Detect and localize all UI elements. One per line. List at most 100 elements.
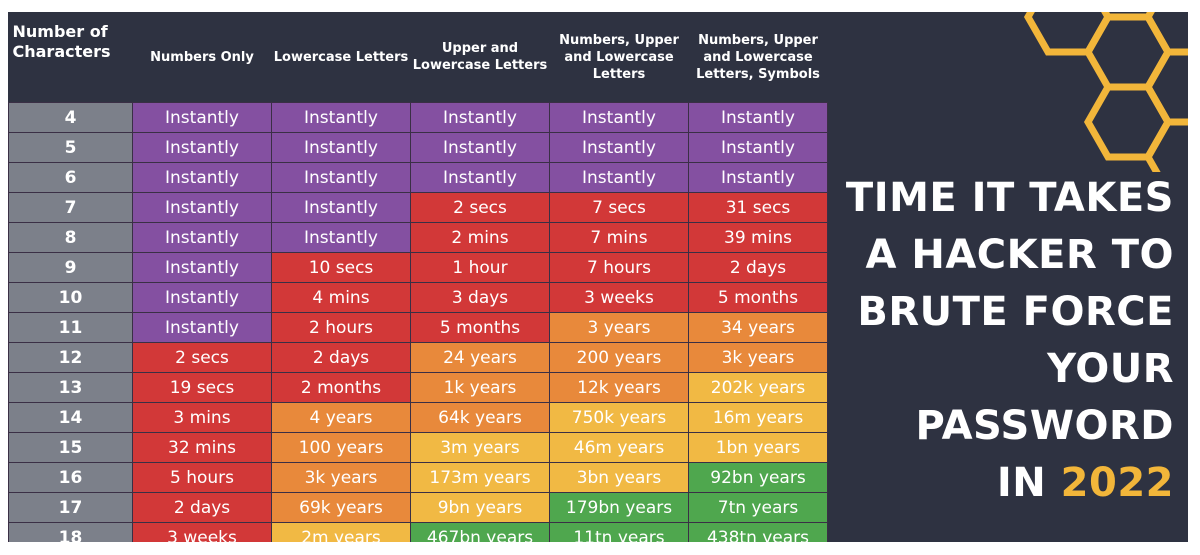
time-cell: 3 weeks bbox=[132, 522, 272, 542]
title-line: BRUTE FORCE bbox=[857, 289, 1174, 335]
title-line: A HACKER TO bbox=[865, 232, 1174, 278]
time-cell: 7 secs bbox=[549, 192, 689, 223]
time-cell: 173m years bbox=[410, 462, 550, 493]
time-cell: 3 days bbox=[410, 282, 550, 313]
column-header: Lowercase Letters bbox=[273, 49, 409, 65]
time-cell: 12k years bbox=[549, 372, 689, 403]
time-cell: Instantly bbox=[132, 102, 272, 133]
table-row: 11 Instantly 2 hours 5 months 3 years 34 year… bbox=[8, 312, 828, 343]
time-cell: 2 hours bbox=[271, 312, 411, 343]
time-cell: 11tn years bbox=[549, 522, 689, 542]
title-line: IN 2022 bbox=[846, 455, 1174, 512]
row-character-count: 7 bbox=[8, 192, 133, 223]
time-cell: 10 secs bbox=[271, 252, 411, 283]
table-row: 10 Instantly 4 mins 3 days 3 weeks 5 months bbox=[8, 282, 828, 313]
table-row: 6 Instantly Instantly Instantly Instantly Ins… bbox=[8, 162, 828, 193]
time-cell: Instantly bbox=[132, 252, 272, 283]
time-cell: 9bn years bbox=[410, 492, 550, 523]
brute-force-table: Number of Characters Numbers Only Lowerc… bbox=[8, 12, 828, 542]
time-cell: 2m years bbox=[271, 522, 411, 542]
time-cell: Instantly bbox=[132, 312, 272, 343]
time-cell: 19 secs bbox=[132, 372, 272, 403]
time-cell: Instantly bbox=[132, 192, 272, 223]
table-row: 7 Instantly Instantly 2 secs 7 secs 31 secs bbox=[8, 192, 828, 223]
row-character-count: 18 bbox=[8, 522, 133, 542]
time-cell: 100 years bbox=[271, 432, 411, 463]
time-cell: 3 mins bbox=[132, 402, 272, 433]
time-cell: 2 secs bbox=[132, 342, 272, 373]
time-cell: Instantly bbox=[132, 282, 272, 313]
time-cell: 64k years bbox=[410, 402, 550, 433]
time-cell: Instantly bbox=[549, 102, 689, 133]
table-row: 14 3 mins 4 years 64k years 750k years 16m ye… bbox=[8, 402, 828, 433]
time-cell: 7tn years bbox=[688, 492, 828, 523]
time-cell: 46m years bbox=[549, 432, 689, 463]
time-cell: 24 years bbox=[410, 342, 550, 373]
column-header: Numbers Only bbox=[150, 49, 254, 65]
title-line: YOUR bbox=[1047, 346, 1174, 392]
row-character-count: 5 bbox=[8, 132, 133, 163]
time-cell: Instantly bbox=[271, 222, 411, 253]
row-character-count: 14 bbox=[8, 402, 133, 433]
time-cell: 2 days bbox=[271, 342, 411, 373]
time-cell: 32 mins bbox=[132, 432, 272, 463]
time-cell: 31 secs bbox=[688, 192, 828, 223]
time-cell: Instantly bbox=[688, 132, 828, 163]
time-cell: 4 years bbox=[271, 402, 411, 433]
table-row: 5 Instantly Instantly Instantly Instantly Ins… bbox=[8, 132, 828, 163]
time-cell: 3k years bbox=[271, 462, 411, 493]
time-cell: 438tn years bbox=[688, 522, 828, 542]
time-cell: Instantly bbox=[271, 102, 411, 133]
time-cell: 2 days bbox=[688, 252, 828, 283]
time-cell: 467bn years bbox=[410, 522, 550, 542]
time-cell: 2 mins bbox=[410, 222, 550, 253]
time-cell: 2 secs bbox=[410, 192, 550, 223]
time-cell: 92bn years bbox=[688, 462, 828, 493]
row-character-count: 12 bbox=[8, 342, 133, 373]
title-line: TIME IT TAKES bbox=[845, 175, 1174, 221]
row-character-count: 11 bbox=[8, 312, 133, 343]
time-cell: Instantly bbox=[132, 162, 272, 193]
row-character-count: 13 bbox=[8, 372, 133, 403]
time-cell: 3 years bbox=[549, 312, 689, 343]
row-character-count: 10 bbox=[8, 282, 133, 313]
time-cell: 5 months bbox=[688, 282, 828, 313]
time-cell: Instantly bbox=[271, 192, 411, 223]
title-prefix: IN bbox=[996, 460, 1061, 506]
row-character-count: 15 bbox=[8, 432, 133, 463]
time-cell: 5 months bbox=[410, 312, 550, 343]
infographic: Number of Characters Numbers Only Lowerc… bbox=[8, 12, 1188, 542]
time-cell: Instantly bbox=[132, 222, 272, 253]
time-cell: 16m years bbox=[688, 402, 828, 433]
column-header: Numbers, Upper and Lowercase Letters bbox=[559, 32, 679, 82]
time-cell: 3k years bbox=[688, 342, 828, 373]
time-cell: Instantly bbox=[549, 162, 689, 193]
column-header: Upper and Lowercase Letters bbox=[412, 41, 548, 73]
row-character-count: 4 bbox=[8, 102, 133, 133]
table-row: 15 32 mins 100 years 3m years 46m years 1bn y… bbox=[8, 432, 828, 463]
title-year: 2022 bbox=[1060, 460, 1174, 506]
time-cell: 179bn years bbox=[549, 492, 689, 523]
table-row: 18 3 weeks 2m years 467bn years 11tn years 43… bbox=[8, 522, 828, 542]
time-cell: 200 years bbox=[549, 342, 689, 373]
time-cell: 2 months bbox=[271, 372, 411, 403]
column-header-characters: Number of Characters bbox=[12, 22, 111, 61]
time-cell: Instantly bbox=[132, 132, 272, 163]
time-cell: 39 mins bbox=[688, 222, 828, 253]
row-character-count: 6 bbox=[8, 162, 133, 193]
row-character-count: 9 bbox=[8, 252, 133, 283]
row-character-count: 16 bbox=[8, 462, 133, 493]
table-row: 12 2 secs 2 days 24 years 200 years 3k years bbox=[8, 342, 828, 373]
time-cell: 7 hours bbox=[549, 252, 689, 283]
time-cell: 69k years bbox=[271, 492, 411, 523]
time-cell: 202k years bbox=[688, 372, 828, 403]
time-cell: 1 hour bbox=[410, 252, 550, 283]
row-character-count: 8 bbox=[8, 222, 133, 253]
time-cell: Instantly bbox=[549, 132, 689, 163]
time-cell: Instantly bbox=[410, 102, 550, 133]
time-cell: Instantly bbox=[688, 102, 828, 133]
time-cell: Instantly bbox=[688, 162, 828, 193]
time-cell: 2 days bbox=[132, 492, 272, 523]
column-header: Numbers, Upper and Lowercase Letters, Sy… bbox=[696, 32, 820, 82]
table-row: 4 Instantly Instantly Instantly Instantly Ins… bbox=[8, 102, 828, 133]
